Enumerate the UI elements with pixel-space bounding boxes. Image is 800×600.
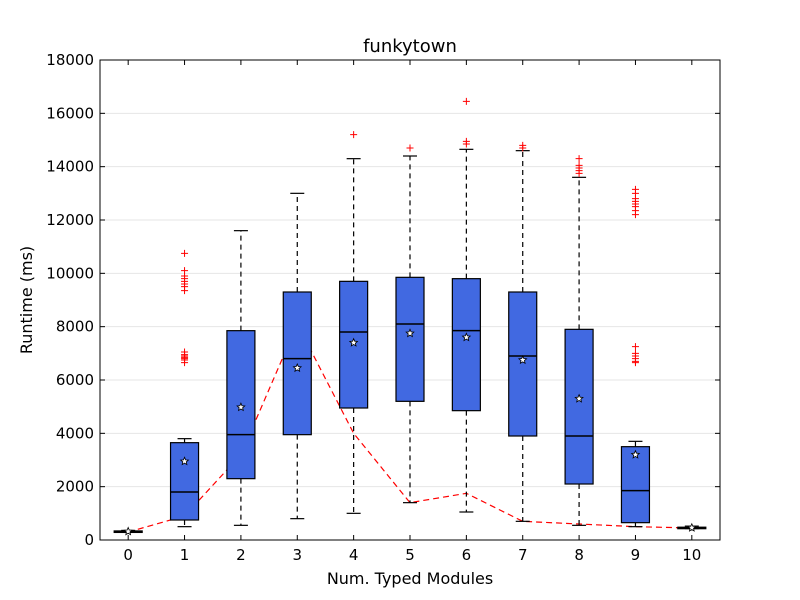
box-group bbox=[395, 144, 425, 504]
box-group bbox=[564, 155, 594, 526]
y-tick-label: 18000 bbox=[46, 51, 94, 69]
y-tick-label: 12000 bbox=[46, 211, 94, 229]
mean-marker bbox=[517, 354, 528, 365]
box-group bbox=[282, 192, 312, 520]
outlier-point bbox=[631, 185, 639, 193]
box-group bbox=[677, 522, 707, 532]
box-group bbox=[508, 141, 538, 522]
boxes-layer bbox=[113, 97, 707, 536]
x-tick-label: 3 bbox=[292, 546, 302, 564]
outlier-point bbox=[462, 137, 470, 145]
x-tick-label: 10 bbox=[682, 546, 701, 564]
mean-marker bbox=[630, 449, 641, 459]
y-tick-label: 8000 bbox=[56, 318, 94, 336]
x-tick-label: 1 bbox=[180, 546, 190, 564]
box-group bbox=[226, 230, 256, 526]
x-tick-label: 7 bbox=[518, 546, 528, 564]
mean-marker bbox=[461, 332, 472, 342]
mean-marker bbox=[292, 362, 303, 373]
outlier-point bbox=[631, 343, 639, 351]
outlier-point bbox=[181, 348, 189, 356]
box-group bbox=[620, 185, 651, 528]
mean-marker bbox=[123, 526, 133, 536]
box bbox=[169, 442, 200, 521]
mean-marker bbox=[179, 456, 190, 466]
outlier-point bbox=[575, 155, 583, 163]
y-tick-label: 2000 bbox=[56, 478, 94, 496]
box-group bbox=[339, 131, 369, 514]
mean-marker bbox=[348, 337, 359, 347]
outlier-point bbox=[406, 144, 414, 152]
mean-marker bbox=[574, 393, 584, 403]
x-tick-label: 5 bbox=[405, 546, 415, 564]
y-tick-label: 14000 bbox=[46, 158, 94, 176]
y-tick-label: 16000 bbox=[46, 104, 94, 122]
box bbox=[395, 276, 425, 402]
chart-title: funkytown bbox=[363, 36, 457, 57]
y-tick-label: 6000 bbox=[56, 371, 94, 389]
outlier-point bbox=[462, 97, 470, 105]
x-tick-label: 0 bbox=[123, 546, 133, 564]
box-group bbox=[113, 526, 143, 536]
outlier-point bbox=[519, 141, 527, 149]
axis-ticks: 0200040006000800010000120001400016000180… bbox=[46, 51, 720, 564]
x-axis-label: Num. Typed Modules bbox=[327, 569, 493, 588]
mean-marker bbox=[405, 328, 415, 338]
mean-marker bbox=[687, 522, 697, 532]
x-tick-label: 6 bbox=[462, 546, 472, 564]
x-tick-label: 9 bbox=[631, 546, 641, 564]
outlier-point bbox=[631, 349, 639, 357]
trend-line bbox=[128, 322, 692, 533]
box-group bbox=[451, 97, 481, 513]
mean-marker bbox=[236, 402, 246, 412]
trend-line-layer bbox=[128, 322, 692, 533]
y-tick-label: 4000 bbox=[56, 424, 94, 442]
box bbox=[564, 328, 594, 485]
outlier-point bbox=[575, 161, 583, 169]
box bbox=[508, 291, 538, 437]
box-group bbox=[169, 249, 200, 528]
outlier-point bbox=[181, 249, 189, 257]
y-axis-label: Runtime (ms) bbox=[17, 246, 36, 354]
y-tick-label: 0 bbox=[84, 531, 94, 549]
outlier-point bbox=[350, 131, 358, 139]
x-tick-label: 2 bbox=[236, 546, 246, 564]
y-tick-label: 10000 bbox=[46, 264, 94, 282]
outlier-point bbox=[181, 267, 189, 275]
x-tick-label: 8 bbox=[574, 546, 584, 564]
box bbox=[451, 278, 481, 412]
box bbox=[620, 446, 651, 524]
x-tick-label: 4 bbox=[349, 546, 359, 564]
